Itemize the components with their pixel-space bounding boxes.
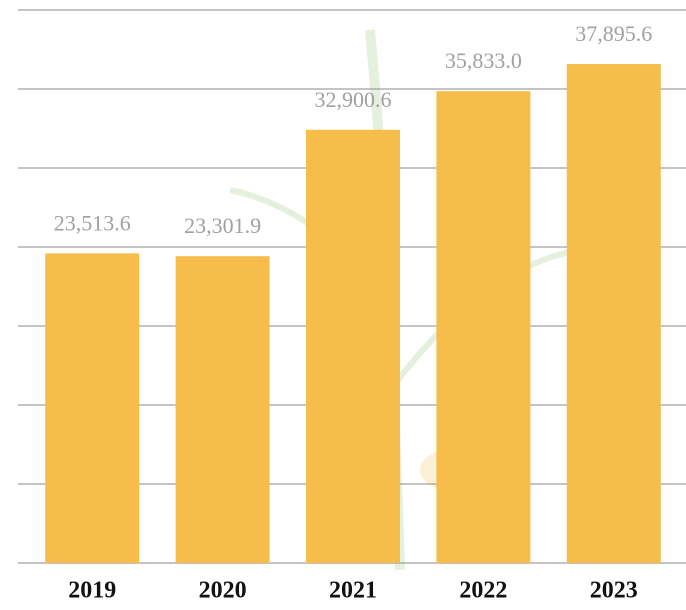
bar	[436, 91, 531, 564]
x-tick-label: 2019	[68, 578, 116, 604]
value-label: 35,833.0	[445, 48, 522, 73]
x-tick-label: 2021	[329, 578, 377, 604]
value-label: 23,301.9	[184, 213, 261, 238]
bar	[175, 256, 270, 563]
x-tick-label: 2020	[199, 578, 247, 604]
value-label: 37,895.6	[575, 21, 652, 46]
value-label: 23,513.6	[54, 210, 131, 235]
value-label: 32,900.6	[315, 87, 392, 112]
x-tick-label: 2023	[590, 578, 638, 604]
x-tick-label: 2022	[459, 578, 507, 604]
bar	[45, 253, 140, 563]
bar	[566, 64, 661, 564]
bar	[306, 129, 400, 563]
